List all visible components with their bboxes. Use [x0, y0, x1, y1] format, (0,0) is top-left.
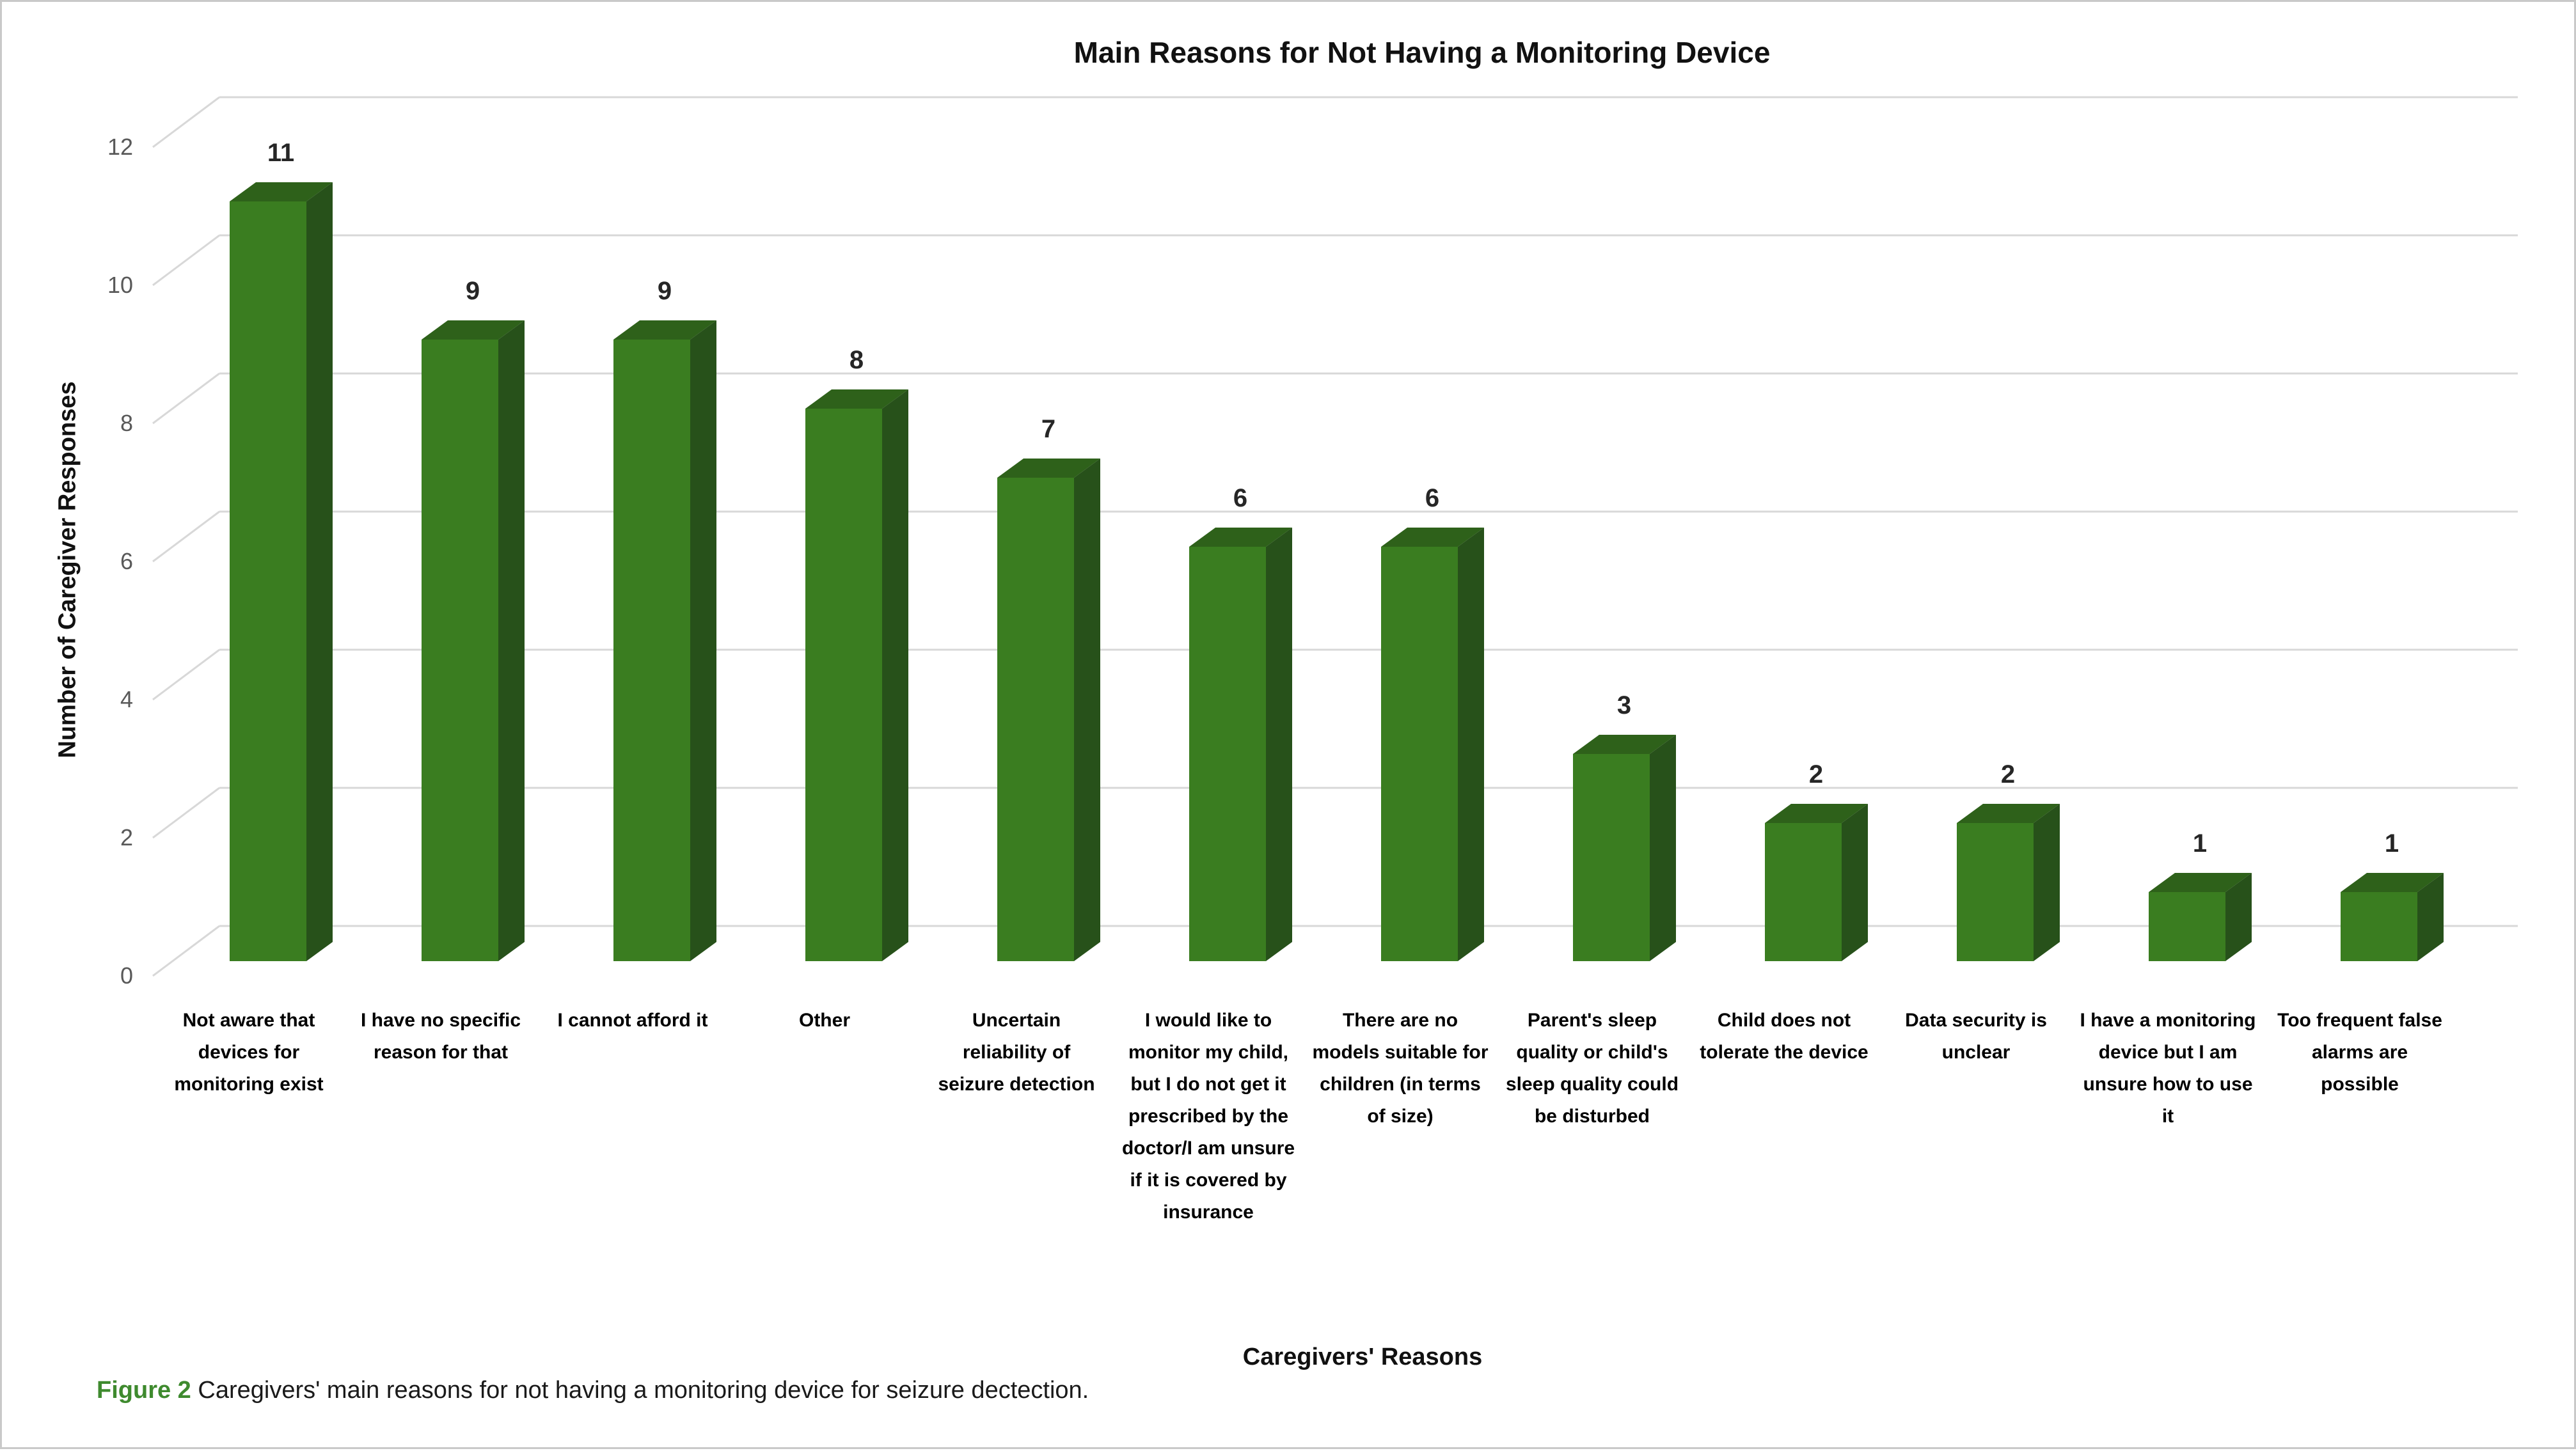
bar-side-face [2225, 873, 2252, 961]
category-label: Parent's sleep quality or child's sleep … [1505, 1010, 1679, 1127]
bar-value-label: 7 [1041, 415, 1056, 443]
category-label: There are no models suitable for childre… [1312, 1010, 1489, 1127]
bar-value-label: 6 [1233, 484, 1248, 512]
bar-top-face [1381, 528, 1484, 547]
bar-top-face [2341, 873, 2444, 892]
gridline-depth-tick [152, 925, 220, 977]
category-label: I cannot afford it [557, 1010, 708, 1031]
figure-caption-label: Figure 2 [97, 1377, 191, 1404]
gridline-depth-tick [152, 648, 220, 701]
category-label: I have a monitoring device but I am unsu… [2080, 1010, 2256, 1127]
chart-title: Main Reasons for Not Having a Monitoring… [1073, 36, 1771, 69]
bar-side-face [1458, 528, 1484, 961]
bar-front-face [613, 340, 690, 961]
bar-value-label: 9 [657, 277, 672, 305]
bar-value-label: 1 [2384, 829, 2399, 858]
category-label: Uncertain reliability of seizure detecti… [938, 1010, 1095, 1095]
category-label: Data security is unclear [1905, 1010, 2047, 1063]
bar-front-face [1573, 754, 1650, 961]
bar-front-face [2341, 892, 2417, 961]
bar-top-face [805, 389, 908, 409]
bar-value-label: 2 [2000, 760, 2016, 788]
bar-side-face [306, 182, 333, 961]
bar-front-face [1189, 547, 1266, 961]
bar-top-face [997, 459, 1100, 478]
bar-top-face [613, 320, 716, 340]
bar-value-label: 6 [1425, 484, 1440, 512]
figure-caption-text: Caregivers' main reasons for not having … [198, 1377, 1089, 1404]
bar-top-face [230, 182, 333, 201]
bar-top-face [1573, 735, 1676, 754]
gridline-depth-tick [152, 372, 220, 425]
y-tick-label: 4 [120, 686, 133, 712]
y-tick-label: 12 [107, 134, 133, 160]
x-axis-title: Caregivers' Reasons [1242, 1344, 1483, 1370]
gridline-depth-tick [152, 96, 220, 148]
bar-value-label: 11 [267, 139, 295, 167]
bar-side-face [1842, 804, 1868, 961]
bar-top-face [1957, 804, 2060, 823]
bar-side-face [882, 389, 908, 961]
bar-value-label: 9 [465, 277, 480, 305]
gridline-depth-tick [152, 787, 220, 839]
bar-top-face [1765, 804, 1868, 823]
gridline-depth-tick [152, 234, 220, 286]
bar-side-face [690, 320, 716, 961]
y-tick-label: 8 [120, 410, 133, 436]
bar-front-face [805, 409, 882, 961]
bar-front-face [1765, 823, 1842, 961]
category-label: I would like to monitor my child, but I … [1121, 1010, 1295, 1223]
bar-side-face [1266, 528, 1292, 961]
y-tick-label: 0 [120, 962, 133, 989]
figure-caption: Figure 2 Caregivers' main reasons for no… [97, 1377, 1089, 1404]
category-label: Other [798, 1010, 850, 1031]
y-tick-label: 2 [120, 824, 133, 851]
bar-front-face [422, 340, 498, 961]
bar-front-face [230, 201, 306, 961]
bar-top-face [2149, 873, 2252, 892]
bar-front-face [1381, 547, 1458, 961]
bar-side-face [2034, 804, 2060, 961]
y-tick-label: 10 [107, 272, 133, 298]
bar-top-face [1189, 528, 1292, 547]
bar-side-face [2417, 873, 2444, 961]
bar-side-face [498, 320, 525, 961]
bar-top-face [422, 320, 525, 340]
gridline-depth-tick [152, 510, 220, 563]
bar-value-label: 3 [1616, 691, 1632, 719]
category-label: Too frequent false alarms are possible [2277, 1010, 2442, 1095]
category-label: I have no specific reason for that [360, 1010, 521, 1063]
category-label: Not aware that devices for monitoring ex… [174, 1010, 324, 1095]
bar-value-label: 1 [2192, 829, 2208, 858]
bar-front-face [997, 478, 1074, 961]
y-tick-label: 6 [120, 548, 133, 574]
bar-side-face [1074, 459, 1100, 961]
bar-side-face [1650, 735, 1676, 961]
bar-value-label: 2 [1808, 760, 1824, 788]
bar-value-label: 8 [849, 346, 864, 374]
bar-front-face [1957, 823, 2034, 961]
bar-front-face [2149, 892, 2225, 961]
category-label: Child does not tolerate the device [1700, 1010, 1869, 1063]
